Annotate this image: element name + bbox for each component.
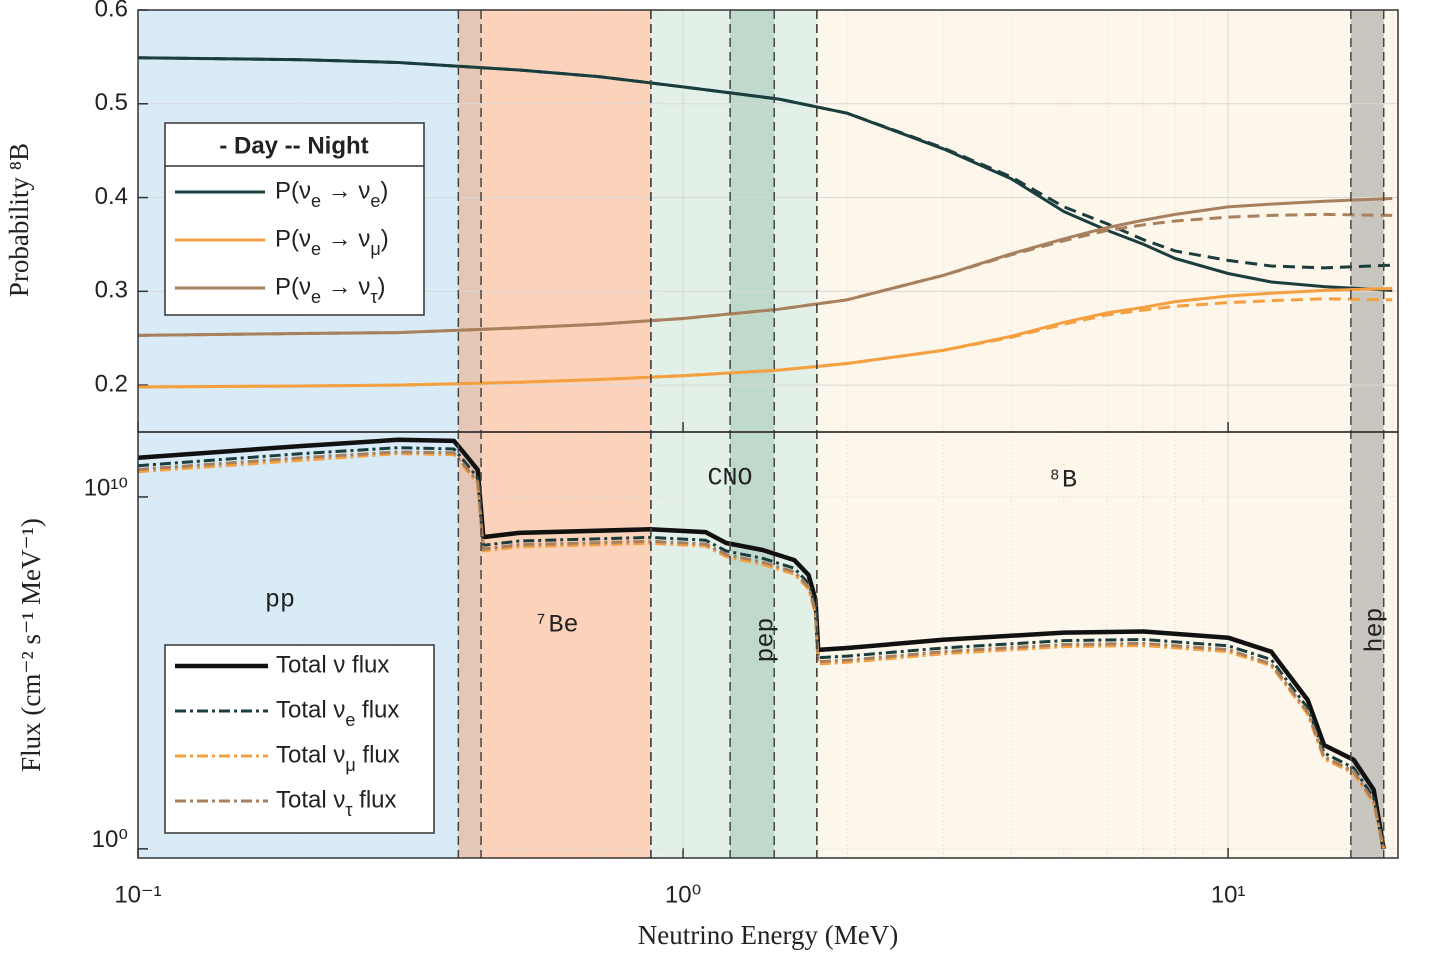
series-line — [138, 287, 1393, 389]
region-band — [650, 432, 817, 858]
legend-box — [164, 122, 425, 316]
series-line — [138, 56, 1393, 292]
region-label: pep — [752, 617, 781, 662]
series-line — [138, 446, 1386, 850]
series-line — [138, 437, 1386, 850]
legend-title: - Day -- Night — [219, 132, 368, 159]
legend-label: Total ν flux — [276, 651, 389, 678]
x-axis-label: Neutrino Energy (MeV) — [638, 920, 898, 950]
x-tick-label: 10¹ — [1211, 881, 1246, 908]
y-tick-label: 10⁰ — [92, 826, 128, 853]
region-label: CNO — [707, 464, 752, 493]
y-tick-label: 0.4 — [95, 183, 128, 210]
curves — [138, 56, 1393, 850]
y-axis-label: Probability ⁸B — [4, 143, 34, 297]
y-tick-label: 0.6 — [95, 0, 128, 22]
region-label: ⁷Be — [533, 611, 578, 640]
x-tick-label: 10⁰ — [665, 881, 701, 908]
y-tick-label: 0.3 — [95, 277, 128, 304]
region-band — [730, 10, 775, 432]
legend-box — [164, 644, 435, 834]
region-band — [816, 10, 1398, 432]
series-line — [138, 452, 1386, 850]
region-label: ⁸B — [1047, 466, 1077, 495]
region-label: pp — [265, 586, 295, 615]
axes-frame — [137, 431, 1399, 859]
region-band — [650, 10, 817, 432]
region-label: hep — [1361, 607, 1390, 652]
region-band — [1350, 10, 1384, 432]
series-line — [138, 450, 1386, 850]
y-tick-label: 0.5 — [95, 89, 128, 116]
series-line — [138, 197, 1393, 337]
x-tick-label: 10⁻¹ — [114, 881, 161, 908]
y-tick-label: 10¹⁰ — [84, 474, 128, 501]
region-band — [730, 432, 775, 858]
region-band — [458, 432, 651, 858]
y-tick-label: 0.2 — [95, 370, 128, 397]
y-axis-label: Flux (cm⁻² s⁻¹ MeV⁻¹) — [16, 518, 46, 772]
